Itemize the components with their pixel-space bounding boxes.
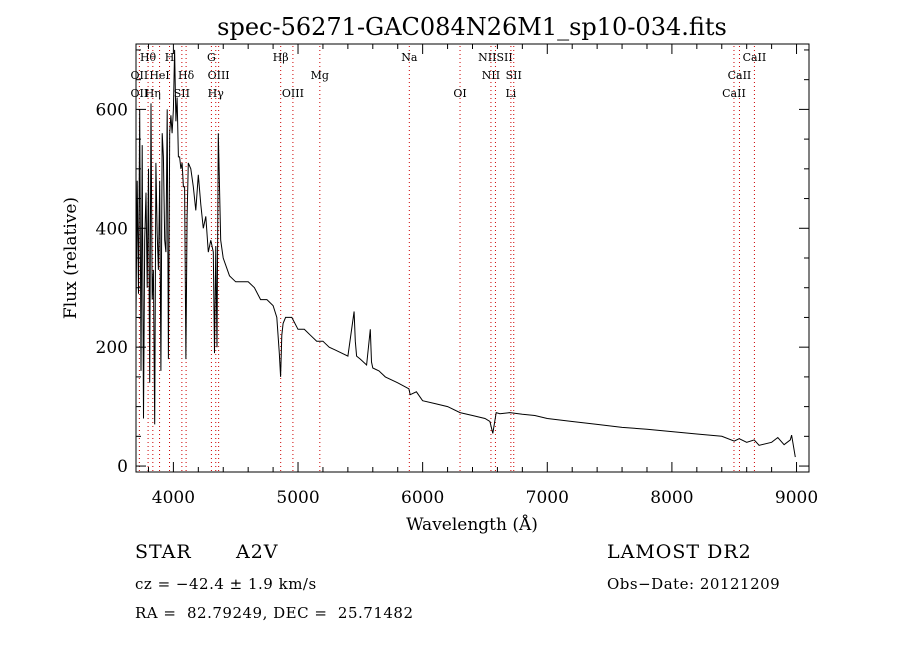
line-marker-label: OII (131, 87, 149, 100)
y-tick-label: 0 (117, 457, 128, 477)
line-marker-label: H (165, 51, 175, 64)
line-marker-label: Hη (145, 87, 161, 100)
y-tick-label: 400 (96, 219, 128, 239)
line-marker-label: OII (131, 69, 149, 82)
line-marker-label: SII (506, 69, 522, 82)
x-tick-label: 5000 (276, 488, 319, 508)
line-marker-label: HeI (149, 69, 169, 82)
line-marker-label: Hθ (140, 51, 157, 64)
y-axis-ticks: 0 200 400 600 (96, 49, 809, 477)
line-marker-label: OIII (282, 87, 304, 100)
x-tick-label: 8000 (650, 488, 693, 508)
line-marker-label: CaII (722, 87, 746, 100)
y-tick-label: 200 (96, 338, 128, 358)
line-marker-label: Mg (311, 69, 329, 82)
survey-name: LAMOST DR2 (607, 541, 752, 563)
x-tick-label: 4000 (152, 488, 195, 508)
spectrum-line (135, 49, 796, 458)
observation-date: Obs−Date: 20121209 (607, 575, 781, 593)
x-tick-label: 6000 (401, 488, 444, 508)
plot-frame (135, 43, 810, 473)
y-tick-label: 600 (96, 100, 128, 120)
line-marker-label: Hγ (208, 87, 225, 100)
line-marker-label: G (207, 51, 216, 64)
chart-title: spec-56271-GAC084N26M1_sp10-034.fits (217, 13, 727, 41)
line-marker-label: SII (174, 87, 190, 100)
line-marker-label: Li (505, 87, 516, 100)
spectral-subclass: A2V (236, 541, 279, 563)
line-marker-label: Na (401, 51, 418, 64)
line-marker-label: OIII (208, 69, 230, 82)
line-marker-label: OI (453, 87, 466, 100)
line-marker-label: CaII (743, 51, 767, 64)
line-marker-label: CaII (728, 69, 752, 82)
sky-coordinates: RA = 82.79249, DEC = 25.71482 (135, 604, 414, 622)
line-marker-label: NII (482, 69, 500, 82)
x-axis-label: Wavelength (Å) (406, 514, 538, 535)
redshift-velocity: cz = −42.4 ± 1.9 km/s (135, 575, 317, 593)
y-axis-label: Flux (relative) (61, 197, 81, 319)
line-marker-label: Hβ (273, 51, 289, 64)
object-class: STAR (135, 541, 192, 563)
x-axis-ticks: 4000 5000 6000 7000 8000 9000 (147, 44, 818, 508)
line-marker-label: Hδ (178, 69, 195, 82)
line-marker-label: NIISII (478, 51, 513, 64)
x-tick-label: 9000 (775, 488, 818, 508)
x-tick-label: 7000 (526, 488, 569, 508)
